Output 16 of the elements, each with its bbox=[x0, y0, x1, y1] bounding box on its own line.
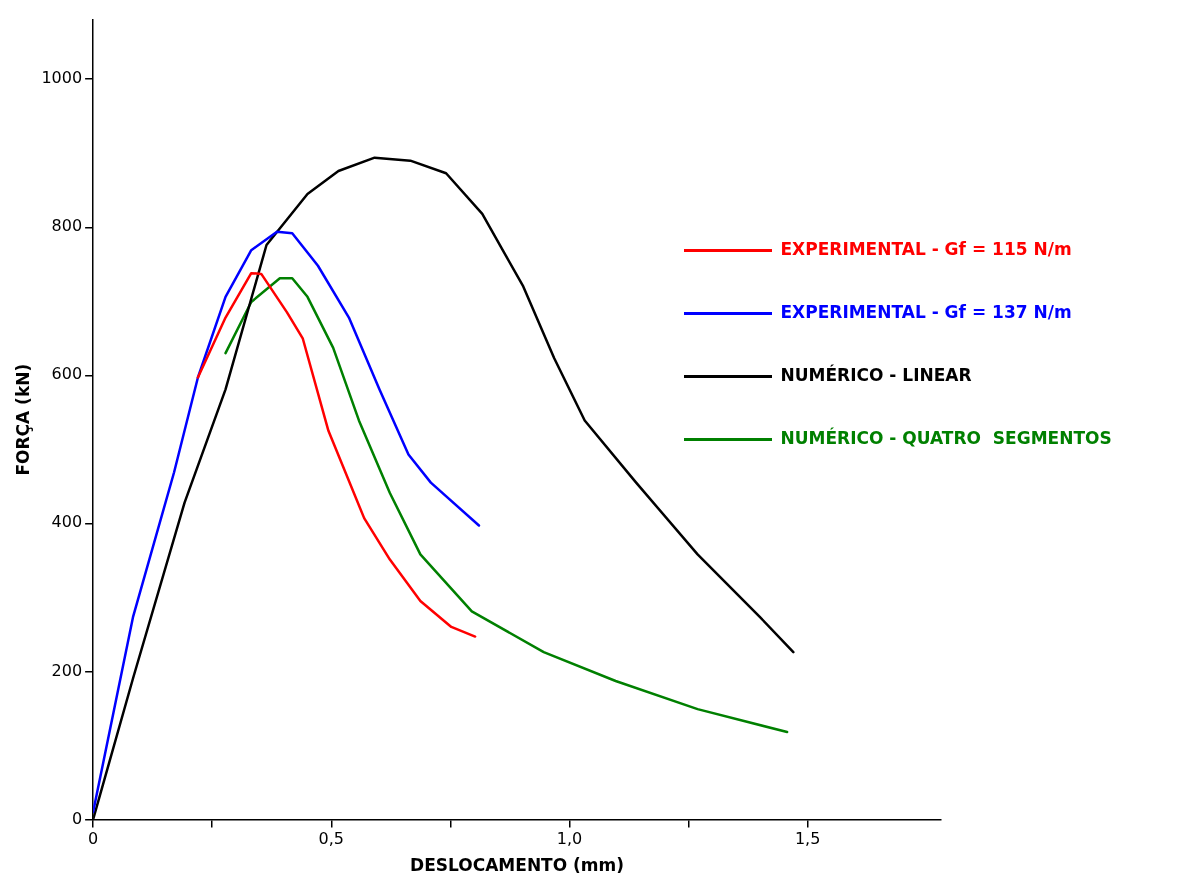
x-tick-label: 1,0 bbox=[556, 829, 583, 849]
text: EXPERIMENTAL - Gf = 115 N/m bbox=[780, 238, 1072, 259]
x-axis-title: DESLOCAMENTO (mm) bbox=[410, 855, 625, 876]
y-tick-label: 200 bbox=[51, 660, 83, 680]
text: NUMÉRICO - QUATRO SEGMENTOS bbox=[780, 426, 1112, 448]
text: NUMÉRICO - LINEAR bbox=[780, 363, 972, 385]
text: EXPERIMENTAL - Gf = 137 N/m bbox=[780, 301, 1072, 322]
y-tick-label: 1000 bbox=[41, 68, 83, 88]
y-tick-label: 400 bbox=[51, 512, 83, 532]
y-tick-label: 800 bbox=[51, 216, 83, 236]
y-axis-title: FORÇA (kN) bbox=[12, 363, 33, 476]
y-tick-label: 600 bbox=[51, 364, 83, 384]
y-tick-label: 0 bbox=[71, 808, 83, 828]
x-tick-label: 1,5 bbox=[794, 829, 821, 849]
x-tick-label: 0,5 bbox=[318, 829, 345, 849]
x-tick-label: 0 bbox=[88, 829, 99, 849]
